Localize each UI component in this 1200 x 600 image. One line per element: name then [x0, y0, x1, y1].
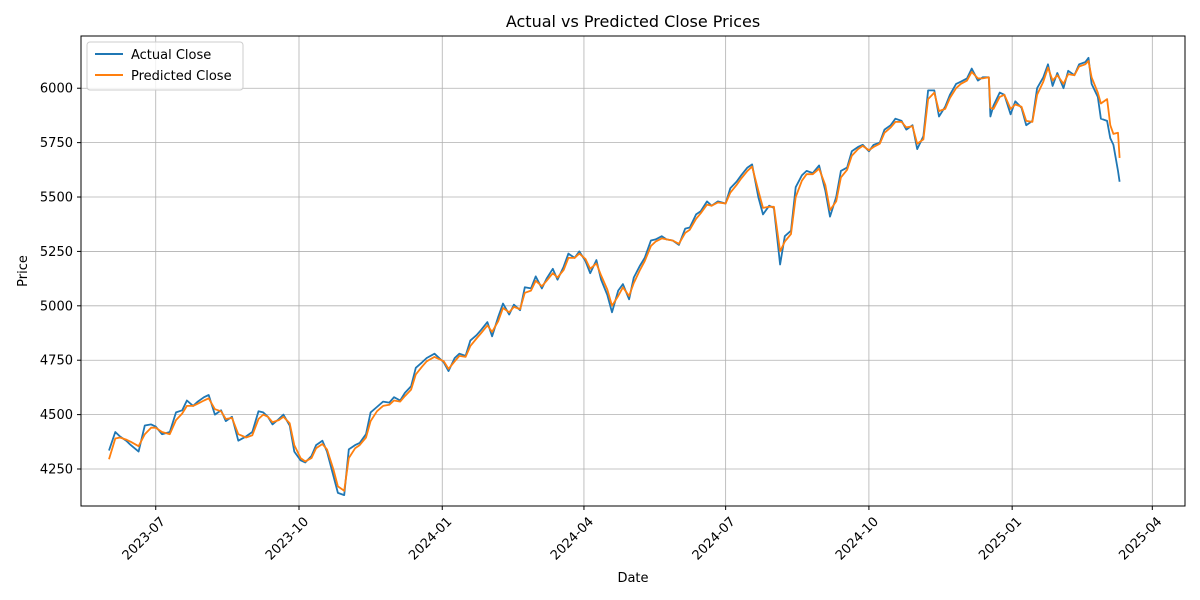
y-tick-label: 4750	[40, 354, 73, 369]
legend-label-predicted: Predicted Close	[131, 69, 232, 84]
series-line-predicted	[108, 60, 1121, 492]
chart-title: Actual vs Predicted Close Prices	[506, 12, 760, 31]
y-axis-title: Price	[16, 255, 31, 287]
plot-frame	[80, 35, 1186, 507]
y-tick-label: 5250	[40, 245, 73, 260]
y-tick-label: 6000	[40, 82, 73, 97]
x-axis-title: Date	[617, 571, 648, 586]
y-tick-label: 5750	[40, 136, 73, 151]
y-tick-label: 4500	[40, 408, 73, 423]
legend: Actual Close Predicted Close	[86, 41, 244, 91]
y-tick-label: 4250	[40, 463, 73, 478]
series-layer	[108, 56, 1121, 496]
legend-label-actual: Actual Close	[131, 48, 211, 63]
legend-box	[86, 41, 244, 91]
grid	[81, 36, 1185, 506]
y-tick-label: 5500	[40, 191, 73, 206]
y-tick-label: 5000	[40, 299, 73, 314]
